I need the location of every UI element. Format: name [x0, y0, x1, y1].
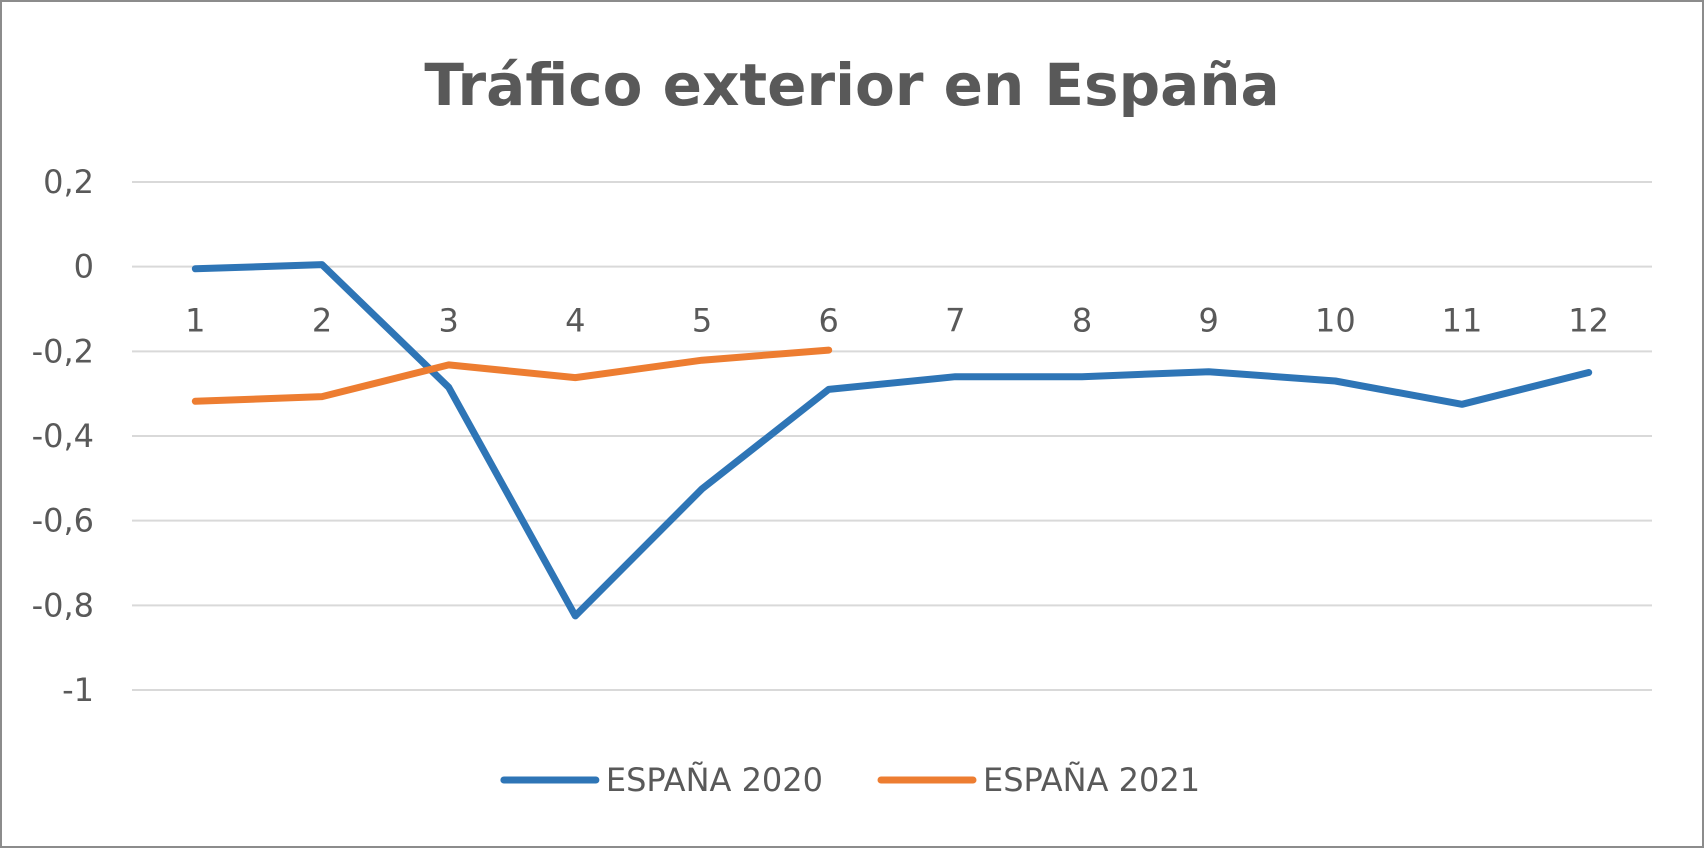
y-tick-label: 0	[74, 248, 94, 286]
x-tick-label: 3	[438, 302, 458, 340]
y-tick-label: -0,2	[32, 332, 94, 370]
y-axis-tick-labels: 0,2 0 -0,2 -0,4 -0,6 -0,8 -1	[32, 163, 94, 709]
x-tick-label: 7	[945, 302, 965, 340]
y-tick-label: -0,6	[32, 502, 94, 540]
x-tick-label: 1	[185, 302, 205, 340]
x-axis-tick-labels: 1 2 3 4 5 6 7 8 9 10 11 12	[185, 302, 1609, 340]
x-tick-label: 4	[565, 302, 585, 340]
y-tick-label: -0,8	[32, 586, 94, 624]
series-line-2	[191, 346, 833, 405]
x-tick-label: 2	[312, 302, 332, 340]
x-tick-label: 10	[1315, 302, 1356, 340]
x-tick-label: 11	[1442, 302, 1483, 340]
legend-label-1: ESPAÑA 2020	[606, 761, 823, 799]
chart-title: Tráfico exterior en España	[424, 51, 1279, 119]
y-tick-label: -1	[62, 671, 94, 709]
x-tick-label: 12	[1568, 302, 1609, 340]
legend-label-2: ESPAÑA 2021	[983, 761, 1200, 799]
y-tick-label: 0,2	[43, 163, 94, 201]
x-tick-label: 8	[1072, 302, 1092, 340]
series-lines	[191, 261, 1593, 620]
x-tick-label: 6	[818, 302, 838, 340]
gridlines	[132, 181, 1652, 691]
legend: ESPAÑA 2020 ESPAÑA 2021	[500, 761, 1200, 799]
x-tick-label: 9	[1198, 302, 1218, 340]
x-tick-label: 5	[692, 302, 712, 340]
y-tick-label: -0,4	[32, 417, 94, 455]
